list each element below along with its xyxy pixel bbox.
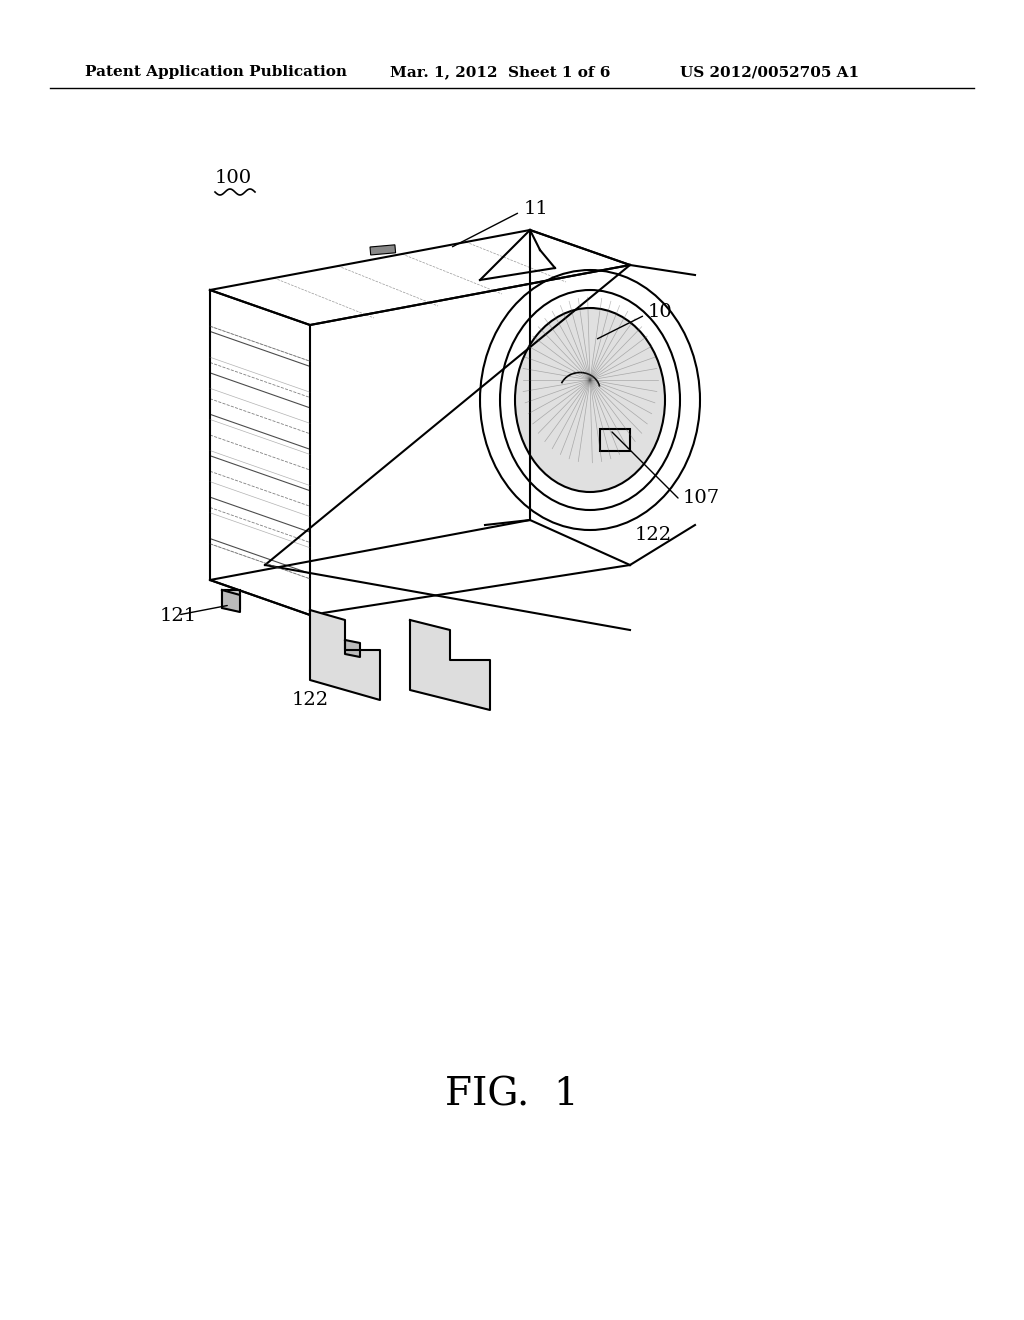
Polygon shape bbox=[310, 610, 380, 700]
Bar bbox=[222, 590, 240, 609]
Text: 122: 122 bbox=[635, 525, 672, 544]
Text: 122: 122 bbox=[292, 690, 329, 709]
Text: Patent Application Publication: Patent Application Publication bbox=[85, 65, 347, 79]
Text: Mar. 1, 2012  Sheet 1 of 6: Mar. 1, 2012 Sheet 1 of 6 bbox=[390, 65, 610, 79]
Polygon shape bbox=[222, 590, 240, 612]
Polygon shape bbox=[410, 620, 490, 710]
Text: 107: 107 bbox=[683, 488, 720, 507]
Ellipse shape bbox=[515, 308, 665, 492]
Text: 121: 121 bbox=[160, 607, 198, 624]
Text: 11: 11 bbox=[524, 201, 549, 218]
Text: FIG.  1: FIG. 1 bbox=[445, 1077, 579, 1114]
Polygon shape bbox=[345, 640, 360, 657]
Text: 10: 10 bbox=[648, 304, 673, 321]
Text: US 2012/0052705 A1: US 2012/0052705 A1 bbox=[680, 65, 859, 79]
Bar bbox=[370, 244, 395, 255]
Text: 100: 100 bbox=[215, 169, 252, 187]
